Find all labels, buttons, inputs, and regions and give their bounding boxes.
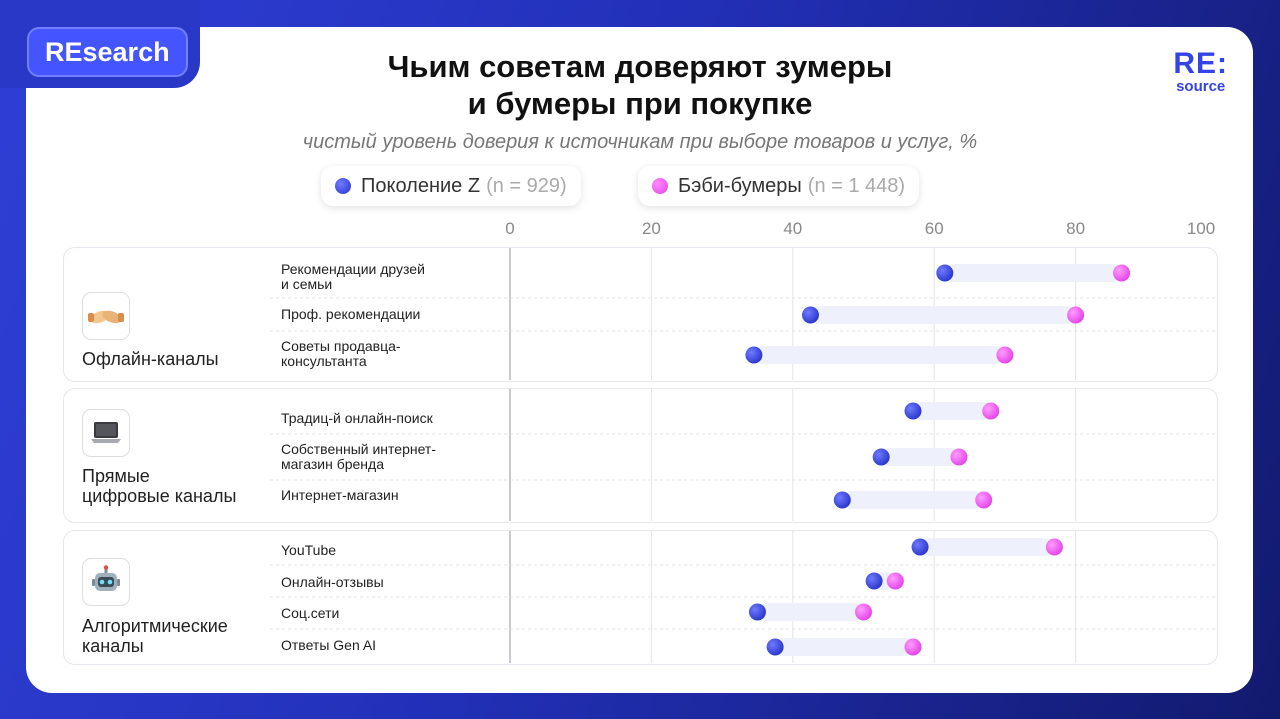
logo-sub: source bbox=[1176, 78, 1226, 95]
x-tick-label: 20 bbox=[642, 219, 661, 238]
legend-item-gen-z: Поколение Z (n = 929) bbox=[321, 166, 581, 206]
x-tick-label: 80 bbox=[1066, 219, 1085, 238]
row-label-line: Собственный интернет- bbox=[281, 441, 436, 457]
robot-icon bbox=[82, 558, 130, 606]
row-label-line: Проф. рекомендации bbox=[281, 306, 421, 322]
boomers-point bbox=[1113, 264, 1131, 282]
group-box-digital bbox=[63, 388, 1218, 523]
boomers-point bbox=[904, 638, 922, 656]
row-label-line: Советы продавца- bbox=[281, 338, 401, 354]
gen-z-point bbox=[833, 491, 851, 509]
boomers-point bbox=[1067, 306, 1085, 324]
row-label-gen-ai: Ответы Gen AI bbox=[281, 638, 481, 653]
row-label-youtube: YouTube bbox=[281, 543, 481, 558]
row-label-professional: Проф. рекомендации bbox=[281, 307, 481, 322]
logo-main: RE: bbox=[1173, 47, 1228, 80]
row-label-line: Соц.сети bbox=[281, 605, 340, 621]
gen-z-point bbox=[745, 346, 763, 364]
row-label-sales-consultant: Советы продавца- консультанта bbox=[281, 339, 481, 369]
row-label-line: Онлайн-отзывы bbox=[281, 574, 384, 590]
row-label-traditional-search: Традиц-й онлайн-поиск bbox=[281, 411, 481, 426]
row-label-line: Интернет-магазин bbox=[281, 487, 399, 503]
row-label-brand-store: Собственный интернет- магазин бренда bbox=[281, 442, 481, 472]
row-label-friends-family: Рекомендации друзей и семьи bbox=[281, 262, 481, 292]
x-tick-label: 0 bbox=[505, 219, 514, 238]
legend-dot-gen-z bbox=[335, 178, 351, 194]
gen-z-point bbox=[904, 402, 922, 420]
x-tick-label: 60 bbox=[925, 219, 944, 238]
x-tick-label: 100 bbox=[1187, 219, 1215, 238]
laptop-icon bbox=[82, 409, 130, 457]
chart-subtitle: чистый уровень доверия к источникам при … bbox=[302, 131, 978, 153]
group-label-line: Офлайн-каналы bbox=[82, 349, 219, 369]
row-label-line: Рекомендации друзей bbox=[281, 261, 425, 277]
boomers-point bbox=[975, 491, 993, 509]
group-label-line: цифровые каналы bbox=[82, 486, 237, 506]
row-label-line: YouTube bbox=[281, 542, 337, 558]
boomers-point bbox=[1045, 538, 1063, 556]
title-line-2: и бумеры при покупке bbox=[467, 86, 813, 121]
gen-z-point bbox=[872, 448, 890, 466]
row-label-line: Ответы Gen AI bbox=[281, 637, 377, 653]
group-label-algorithmic: Алгоритмические каналы bbox=[82, 616, 228, 656]
row-label-line: и семьи bbox=[281, 276, 333, 292]
boomers-point bbox=[886, 572, 904, 590]
boomers-point bbox=[982, 402, 1000, 420]
boomers-point bbox=[855, 603, 872, 621]
research-badge: REsearch bbox=[27, 27, 188, 77]
legend-label-boomers: Бэби-бумеры bbox=[678, 174, 802, 197]
group-label-digital: Прямые цифровые каналы bbox=[82, 466, 236, 506]
group-label-line: Прямые bbox=[82, 466, 150, 486]
legend-n-boomers: (n = 1 448) bbox=[807, 174, 906, 197]
gen-z-point bbox=[766, 638, 784, 656]
legend-item-boomers: Бэби-бумеры (n = 1 448) bbox=[638, 166, 920, 206]
title-line-1: Чьим советам доверяют зумеры bbox=[387, 49, 893, 84]
gen-z-point bbox=[936, 264, 954, 282]
gen-z-point bbox=[865, 572, 883, 590]
row-label-line: консультанта bbox=[281, 353, 367, 369]
chart-title: Чьим советам доверяют зумеры и бумеры пр… bbox=[0, 48, 1280, 122]
row-label-online-reviews: Онлайн-отзывы bbox=[281, 575, 481, 590]
group-label-line: Алгоритмические bbox=[82, 616, 228, 636]
resource-logo: RE: source bbox=[1173, 49, 1228, 95]
row-label-line: магазин бренда bbox=[281, 456, 384, 472]
group-label-offline: Офлайн-каналы bbox=[82, 349, 219, 369]
gen-z-point bbox=[911, 538, 929, 556]
group-label-line: каналы bbox=[82, 636, 144, 656]
gen-z-point bbox=[748, 603, 766, 621]
gen-z-point bbox=[801, 306, 819, 324]
row-label-social-media: Соц.сети bbox=[281, 606, 481, 621]
boomers-point bbox=[996, 346, 1014, 364]
legend-dot-boomers bbox=[652, 178, 668, 194]
x-tick-label: 40 bbox=[783, 219, 802, 238]
legend-label-gen-z: Поколение Z bbox=[361, 174, 481, 197]
row-label-online-store: Интернет-магазин bbox=[281, 488, 481, 503]
boomers-point bbox=[950, 448, 968, 466]
row-label-line: Традиц-й онлайн-поиск bbox=[281, 410, 433, 426]
legend-n-gen-z: (n = 929) bbox=[486, 174, 567, 197]
handshake-icon bbox=[82, 292, 130, 340]
